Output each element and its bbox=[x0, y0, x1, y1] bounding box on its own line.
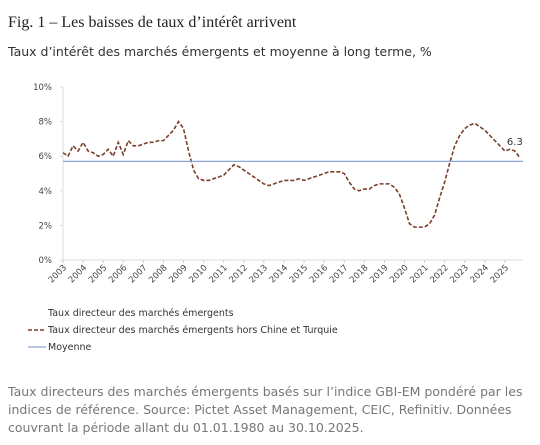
x-tick-label: 2011 bbox=[207, 263, 229, 285]
x-tick-label: 2023 bbox=[448, 263, 470, 285]
x-tick-label: 2009 bbox=[167, 263, 189, 285]
annotation: 6.3 bbox=[507, 137, 523, 148]
x-tick-label: 2008 bbox=[147, 263, 169, 285]
x-tick-label: 2025 bbox=[489, 263, 511, 285]
y-tick-label: 4% bbox=[39, 187, 53, 197]
y-tick-label: 8% bbox=[39, 118, 53, 128]
x-tick-label: 2007 bbox=[127, 263, 149, 285]
y-tick-label: 6% bbox=[39, 152, 53, 162]
x-tick-label: 2021 bbox=[408, 263, 430, 285]
legend-label: Taux directeur des marchés émergents bbox=[47, 308, 234, 319]
footnote: indices de référence. Source: Pictet Ass… bbox=[8, 402, 512, 417]
x-tick-label: 2013 bbox=[248, 263, 270, 285]
x-tick-label: 2010 bbox=[187, 263, 209, 285]
x-tick-label: 2012 bbox=[228, 263, 250, 285]
chart-subtitle: Taux d’intérêt des marchés émergents et … bbox=[7, 44, 432, 59]
x-tick-label: 2005 bbox=[87, 263, 109, 285]
legend-label: Taux directeur des marchés émergents hor… bbox=[47, 325, 338, 336]
x-tick-label: 2020 bbox=[388, 263, 410, 285]
x-tick-label: 2004 bbox=[67, 263, 89, 285]
x-tick-label: 2018 bbox=[348, 263, 370, 285]
data-line bbox=[62, 120, 521, 228]
x-tick-label: 2017 bbox=[328, 263, 350, 285]
chart-title: Fig. 1 – Les baisses de taux d’intérêt a… bbox=[8, 14, 297, 31]
x-tick-label: 2003 bbox=[47, 263, 69, 285]
x-tick-label: 2019 bbox=[368, 263, 390, 285]
y-tick-label: 2% bbox=[39, 221, 53, 231]
y-tick-label: 0% bbox=[39, 256, 53, 266]
x-tick-label: 2006 bbox=[107, 263, 129, 285]
legend-label: Moyenne bbox=[48, 342, 92, 353]
x-tick-label: 2015 bbox=[288, 263, 310, 285]
footnote: Taux directeurs des marchés émergents ba… bbox=[7, 384, 522, 399]
x-tick-label: 2022 bbox=[428, 263, 450, 285]
footnote: couvrant la période allant du 01.01.1980… bbox=[8, 420, 364, 435]
x-tick-label: 2014 bbox=[268, 263, 290, 285]
y-tick-label: 10% bbox=[33, 83, 52, 93]
x-tick-label: 2024 bbox=[469, 263, 491, 285]
x-tick-label: 2016 bbox=[308, 263, 330, 285]
